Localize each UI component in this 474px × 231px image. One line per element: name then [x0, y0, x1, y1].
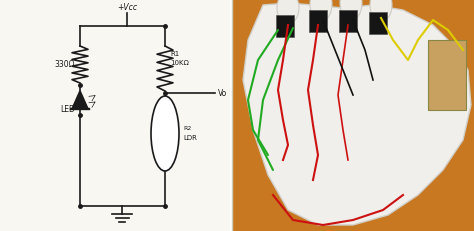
Bar — [428, 40, 466, 110]
Polygon shape — [72, 91, 88, 109]
Text: 330Ω: 330Ω — [55, 60, 75, 69]
Bar — [276, 15, 294, 37]
Text: 10KΩ: 10KΩ — [170, 60, 189, 66]
Ellipse shape — [151, 96, 179, 171]
Bar — [369, 12, 387, 34]
Text: Vo: Vo — [218, 88, 227, 97]
Bar — [233, 0, 474, 231]
Ellipse shape — [310, 0, 332, 21]
Polygon shape — [243, 3, 471, 225]
Bar — [309, 10, 327, 32]
Text: LED: LED — [60, 106, 75, 115]
Ellipse shape — [370, 0, 392, 22]
Text: R1: R1 — [170, 51, 179, 57]
Ellipse shape — [277, 0, 299, 24]
Bar — [339, 10, 357, 32]
Text: R2: R2 — [183, 126, 191, 131]
Ellipse shape — [340, 0, 362, 21]
Text: LDR: LDR — [183, 136, 197, 142]
Bar — [0, 0, 230, 231]
Text: +Vcc: +Vcc — [117, 3, 137, 12]
